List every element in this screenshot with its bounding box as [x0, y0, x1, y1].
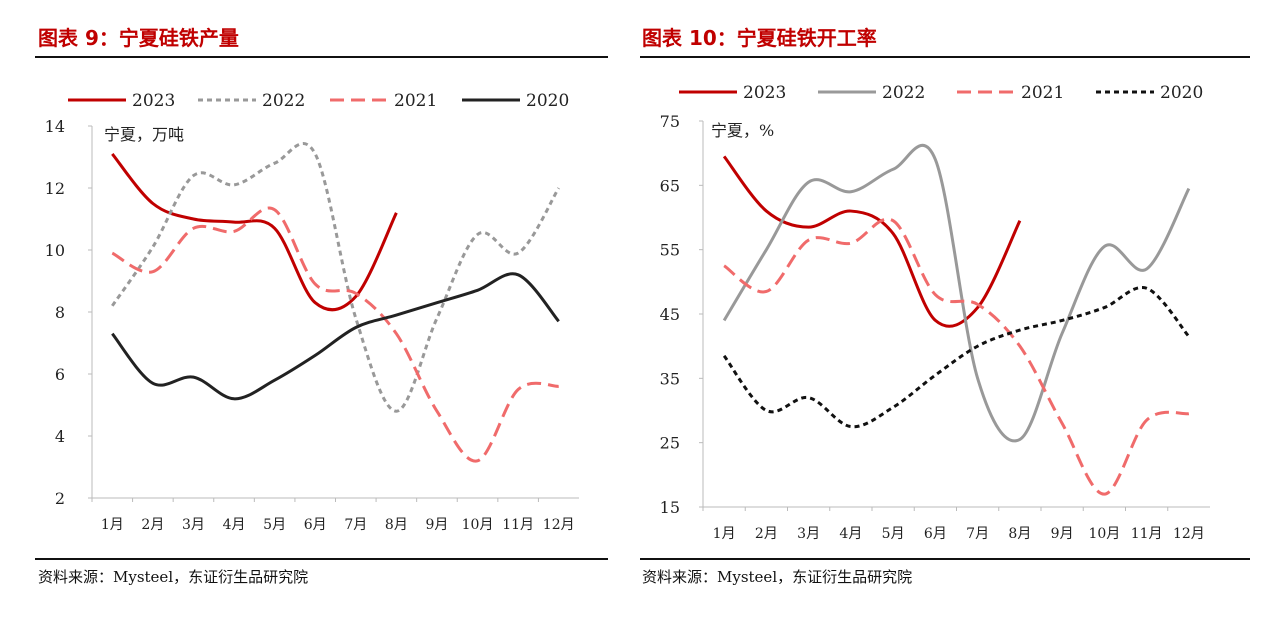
y-tick-label: 15	[660, 498, 680, 517]
y-tick-label: 25	[660, 434, 680, 453]
x-tick-label: 11月	[502, 517, 534, 533]
legend-label: 2020	[526, 91, 569, 111]
series-line-2022	[111, 142, 560, 413]
right-panel: 图表 10：宁夏硅铁开工率 15 25 35 45 55 65 75 1月 2月 3月 4月 5月 6月…	[640, 0, 1280, 623]
top-rule	[640, 56, 1250, 58]
legend-label: 2023	[743, 83, 786, 103]
y-tick-label: 6	[55, 365, 65, 384]
x-tick-label: 7月	[344, 517, 367, 533]
utilization-chart: 15 25 35 45 55 65 75 1月 2月 3月 4月 5月 6月 7月 8月 9月 10月 11月 12…	[660, 83, 1210, 542]
plot-area: 15 25 35 45 55 65 75 1月 2月 3月 4月 5月 6月 7月 8月 9月 10月 11月 12…	[660, 83, 1210, 542]
x-tick-label: 3月	[182, 517, 205, 533]
x-tick-label: 5月	[882, 526, 905, 542]
legend-label: 2022	[262, 91, 305, 111]
source-note: 资料来源：Mysteel，东证衍生品研究院	[38, 568, 309, 586]
chart-title: 图表 10：宁夏硅铁开工率	[642, 26, 877, 50]
legend-label: 2022	[882, 83, 925, 103]
chart-title: 图表 9：宁夏硅铁产量	[38, 26, 239, 50]
series-line-2020	[722, 286, 1191, 429]
series-line-2021	[723, 217, 1190, 496]
y-tick-label: 10	[45, 241, 65, 260]
source-note: 资料来源：Mysteel，东证衍生品研究院	[642, 568, 913, 586]
x-tick-label: 6月	[924, 526, 947, 542]
x-tick-label: 12月	[543, 517, 575, 533]
series-line-2021	[111, 206, 559, 463]
y-tick-label: 2	[55, 489, 65, 508]
x-tick-label: 2月	[141, 517, 164, 533]
x-tick-label: 8月	[1008, 526, 1031, 542]
x-tick-label: 8月	[385, 517, 408, 533]
legend-label: 2023	[132, 91, 175, 111]
x-tick-label: 6月	[304, 517, 327, 533]
x-tick-label: 12月	[1173, 526, 1205, 542]
x-tick-label: 3月	[797, 526, 820, 542]
x-tick-label: 9月	[1051, 526, 1074, 542]
legend-label: 2021	[394, 91, 437, 111]
series-line-2020	[111, 272, 560, 401]
y-tick-label: 35	[660, 369, 680, 388]
x-tick-label: 10月	[462, 517, 494, 533]
series-line-2022	[722, 143, 1191, 443]
y-axis-label: 宁夏，%	[711, 121, 774, 140]
y-tick-label: 4	[55, 427, 65, 446]
y-tick-label: 8	[55, 303, 65, 322]
y-tick-label: 14	[45, 117, 65, 136]
top-rule	[35, 56, 608, 58]
plot-area: 2 4 6 8 10 12 14 1月 2月 3月 4月 5月 6月 7月 8月 9月 10月 11月 12月 宁夏，…	[45, 91, 579, 533]
legend-label: 2020	[1160, 83, 1203, 103]
x-tick-label: 4月	[839, 526, 862, 542]
production-chart: 2 4 6 8 10 12 14 1月 2月 3月 4月 5月 6月 7月 8月 9月 10月 11月 12月 宁夏，…	[45, 91, 579, 533]
y-tick-label: 12	[45, 179, 65, 198]
y-tick-label: 65	[660, 176, 680, 195]
series-line-2023	[111, 152, 398, 312]
y-tick-label: 45	[660, 305, 680, 324]
x-tick-label: 5月	[263, 517, 286, 533]
x-tick-label: 10月	[1088, 526, 1120, 542]
y-axis-label: 宁夏，万吨	[104, 125, 184, 144]
legend-label: 2021	[1021, 83, 1064, 103]
x-tick-label: 1月	[713, 526, 736, 542]
x-tick-label: 1月	[101, 517, 124, 533]
x-tick-label: 11月	[1131, 526, 1163, 542]
bottom-rule	[35, 558, 608, 560]
x-tick-label: 7月	[966, 526, 989, 542]
x-tick-label: 4月	[223, 517, 246, 533]
y-tick-label: 55	[660, 241, 680, 260]
y-tick-label: 75	[660, 112, 680, 131]
bottom-rule	[640, 558, 1250, 560]
x-tick-label: 2月	[755, 526, 778, 542]
left-panel: 图表 9：宁夏硅铁产量 2 4 6 8 10 12 14 1月 2月 3月 4月 5月 6月 7月 8月 9月…	[35, 26, 608, 586]
x-tick-label: 9月	[425, 517, 448, 533]
